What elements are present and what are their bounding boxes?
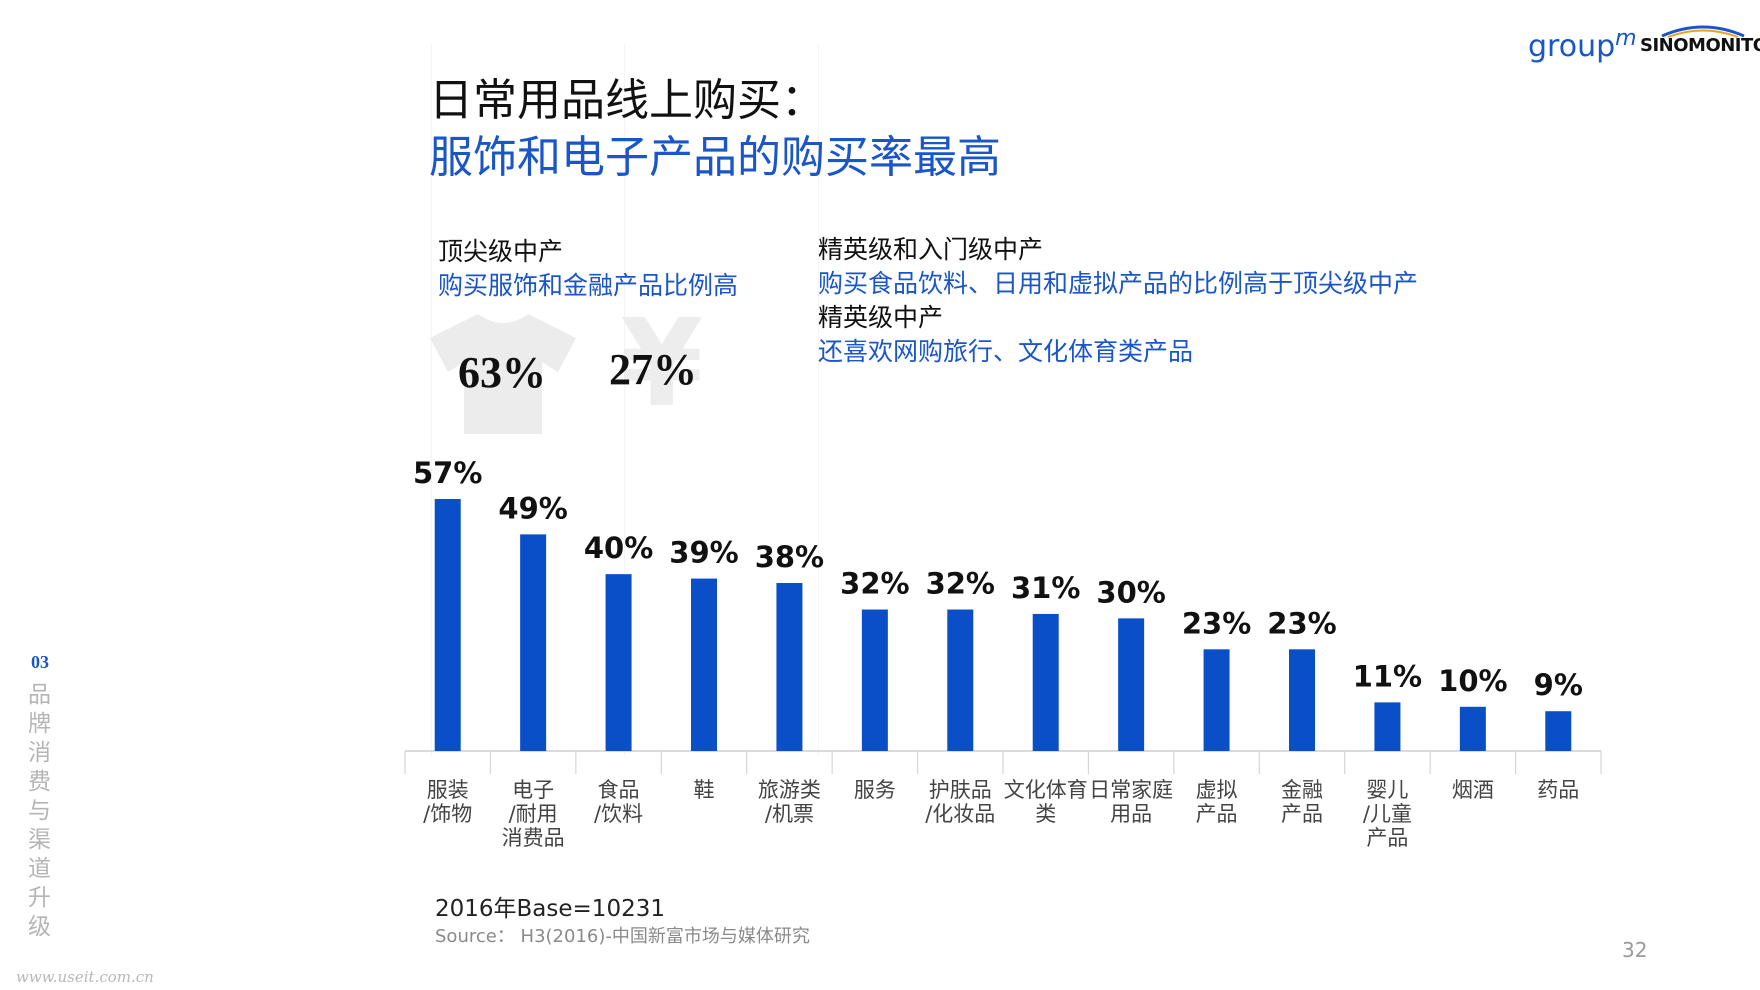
bar bbox=[1374, 702, 1401, 751]
bar bbox=[776, 583, 803, 751]
bar-value-label: 23% bbox=[1267, 606, 1336, 640]
bar-value-label: 31% bbox=[1011, 571, 1080, 605]
watermark: www.useit.com.cn bbox=[16, 968, 154, 986]
sinomonitor-arc-icon bbox=[1661, 25, 1745, 38]
bar bbox=[861, 609, 888, 751]
bar bbox=[1118, 618, 1145, 751]
guide-line bbox=[624, 45, 625, 755]
bar-chart: 57% 服装/饰物 49% 电子/耐用消费品 40% 食品/饮料 39% 鞋 38% 旅游类/机票… bbox=[404, 456, 1602, 850]
bar-value-label: 32% bbox=[840, 567, 909, 601]
bar-value-label: 57% bbox=[413, 456, 482, 490]
page-title: 日常用品线上购买： bbox=[429, 75, 825, 126]
sinomonitor-logo: SINOMONITOR bbox=[1640, 35, 1760, 56]
bar bbox=[1545, 711, 1572, 751]
bar bbox=[434, 499, 461, 751]
category-label: 鞋 bbox=[694, 778, 715, 802]
category-label: 电子/耐用消费品 bbox=[502, 778, 565, 850]
guide-line bbox=[818, 45, 819, 755]
bar bbox=[947, 609, 974, 751]
section-title: 品牌消费与渠道升级 bbox=[28, 682, 51, 940]
source-note: Source： H3(2016)-中国新富市场与媒体研究 bbox=[435, 926, 810, 947]
bar bbox=[520, 534, 547, 751]
segment-left-body: 购买服饰和金融产品比例高 bbox=[438, 271, 739, 300]
category-label: 护肤品/化妆品 bbox=[925, 778, 995, 826]
segment-right-body-2: 还喜欢网购旅行、文化体育类产品 bbox=[818, 337, 1194, 366]
stat-finance-value: 27% bbox=[609, 345, 697, 394]
bar-value-label: 23% bbox=[1182, 606, 1251, 640]
bar-value-label: 9% bbox=[1534, 668, 1583, 702]
bar-value-label: 39% bbox=[669, 536, 738, 570]
segment-right-heading-2: 精英级中产 bbox=[818, 303, 944, 332]
category-label: 婴儿/儿童产品 bbox=[1363, 778, 1412, 850]
category-label: 虚拟产品 bbox=[1196, 778, 1238, 826]
base-note: 2016年Base=10231 bbox=[435, 896, 665, 922]
page-number: 32 bbox=[1622, 938, 1648, 962]
stat-apparel-value: 63% bbox=[458, 348, 546, 397]
guide-line bbox=[431, 45, 432, 755]
segment-left-heading: 顶尖级中产 bbox=[438, 237, 564, 266]
yen-icon: ¥ bbox=[620, 295, 704, 434]
segment-right-heading-1: 精英级和入门级中产 bbox=[818, 235, 1044, 264]
category-label: 烟酒 bbox=[1452, 778, 1494, 802]
category-label: 旅游类/机票 bbox=[758, 778, 821, 826]
bar-value-label: 11% bbox=[1353, 659, 1422, 693]
tshirt-icon bbox=[430, 314, 576, 434]
bar bbox=[605, 574, 632, 751]
bar-value-label: 10% bbox=[1438, 664, 1507, 698]
bar bbox=[1203, 649, 1230, 751]
category-label: 服装/饰物 bbox=[423, 778, 472, 826]
bar-value-label: 49% bbox=[498, 491, 567, 525]
category-label: 日常家庭用品 bbox=[1089, 778, 1173, 826]
segment-right-body-1: 购买食品饮料、日用和虚拟产品的比例高于顶尖级中产 bbox=[818, 269, 1419, 298]
category-label: 金融产品 bbox=[1281, 778, 1323, 826]
page-subtitle: 服饰和电子产品的购买率最高 bbox=[429, 132, 1001, 183]
bar bbox=[1289, 649, 1315, 751]
category-label: 食品/饮料 bbox=[594, 778, 643, 826]
bar-value-label: 30% bbox=[1096, 575, 1165, 609]
bar bbox=[1459, 706, 1486, 751]
bar-value-label: 32% bbox=[926, 567, 995, 601]
category-label: 服务 bbox=[854, 778, 896, 802]
category-label: 文化体育类 bbox=[1004, 778, 1088, 826]
bar bbox=[691, 578, 717, 751]
section-number: 03 bbox=[31, 652, 49, 672]
bar-value-label: 38% bbox=[755, 540, 824, 574]
groupm-logo: groupm bbox=[1528, 26, 1637, 64]
bar bbox=[1032, 613, 1059, 751]
bar-value-label: 40% bbox=[584, 531, 653, 565]
category-label: 药品 bbox=[1537, 778, 1579, 802]
